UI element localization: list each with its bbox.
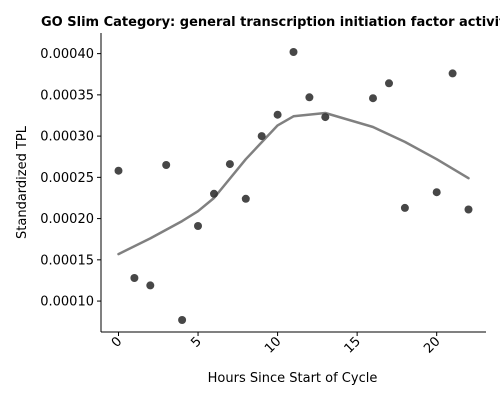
data-point — [400, 203, 409, 212]
data-point — [114, 166, 123, 175]
x-ticks: 0 5 10 15 20 — [109, 332, 444, 357]
chart-title: GO Slim Category: general transcription … — [41, 15, 500, 30]
y-tick-label: 0.00015 — [40, 253, 94, 268]
data-point — [194, 222, 202, 230]
data-point — [241, 194, 250, 203]
data-point — [321, 113, 330, 122]
data-point — [210, 189, 218, 198]
data-point — [273, 110, 282, 119]
x-axis-label: Hours Since Start of Cycle — [208, 371, 378, 386]
x-tick-label: 15 — [342, 334, 364, 356]
data-points — [114, 48, 473, 324]
y-tick-label: 0.00030 — [40, 130, 94, 145]
y-tick-label: 0.00040 — [40, 47, 94, 62]
data-point — [130, 274, 139, 282]
y-tick-label: 0.00035 — [40, 88, 94, 103]
trend-line — [117, 111, 470, 256]
data-point — [432, 188, 441, 197]
data-point — [464, 205, 473, 214]
data-point — [257, 132, 266, 141]
data-point — [305, 93, 314, 102]
y-tick-label: 0.00020 — [40, 212, 94, 227]
y-axis-label: Standardized TPL — [15, 125, 30, 239]
trend-line-group — [117, 111, 470, 256]
x-tick-label: 20 — [421, 334, 443, 356]
x-tick-label: 0 — [109, 334, 125, 350]
y-tick-label: 0.00010 — [40, 295, 94, 310]
data-point — [369, 94, 377, 103]
data-point — [146, 281, 155, 290]
axes — [100, 33, 486, 333]
y-ticks: 0.00010 0.00015 0.00020 0.00025 0.00030 0.000… — [40, 47, 101, 310]
x-tick-label: 5 — [188, 334, 204, 350]
data-point — [225, 160, 234, 169]
data-point — [162, 161, 171, 169]
y-tick-label: 0.00025 — [40, 171, 94, 186]
data-point — [289, 48, 298, 56]
data-point — [448, 69, 457, 78]
data-point — [385, 79, 393, 88]
data-point — [178, 316, 187, 324]
x-tick-label: 10 — [262, 334, 284, 356]
